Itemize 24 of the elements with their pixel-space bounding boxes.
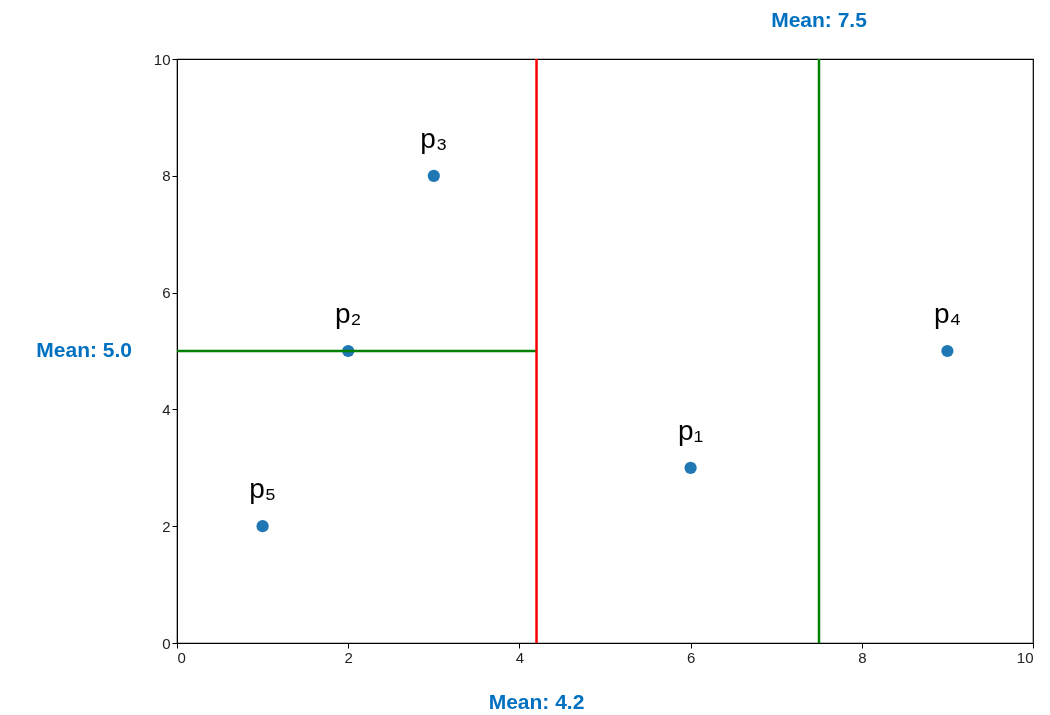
annotation: p₅ bbox=[249, 473, 277, 505]
y-tick-label: 6 bbox=[162, 284, 171, 302]
y-tick-label: 8 bbox=[162, 167, 171, 185]
annotation: p₂ bbox=[334, 298, 362, 329]
text: Mean: 5.0 bbox=[36, 338, 132, 361]
x-tick-label: 8 bbox=[858, 648, 867, 666]
point bbox=[684, 461, 697, 474]
annotation: p₁ bbox=[678, 414, 704, 446]
x-tick-label: 0 bbox=[177, 648, 186, 666]
y-tick-label: 10 bbox=[153, 50, 171, 68]
annotation: p₄ bbox=[933, 298, 961, 329]
annotation: p₃ bbox=[420, 122, 448, 154]
point bbox=[427, 169, 440, 182]
y-tick-label: 0 bbox=[162, 634, 171, 652]
x-tick-label: 4 bbox=[515, 648, 525, 666]
x-tick-label: 6 bbox=[686, 648, 696, 666]
x-tick-label: 2 bbox=[344, 648, 353, 666]
point bbox=[256, 520, 269, 533]
point bbox=[941, 344, 954, 358]
x-tick-label: 10 bbox=[1016, 648, 1034, 666]
ref-line-label: Mean: 4.2 bbox=[488, 690, 585, 713]
y-tick-label: 2 bbox=[162, 517, 171, 535]
ref-line-label: Mean: 7.5 bbox=[771, 8, 868, 31]
y-tick-label: 4 bbox=[162, 400, 171, 418]
